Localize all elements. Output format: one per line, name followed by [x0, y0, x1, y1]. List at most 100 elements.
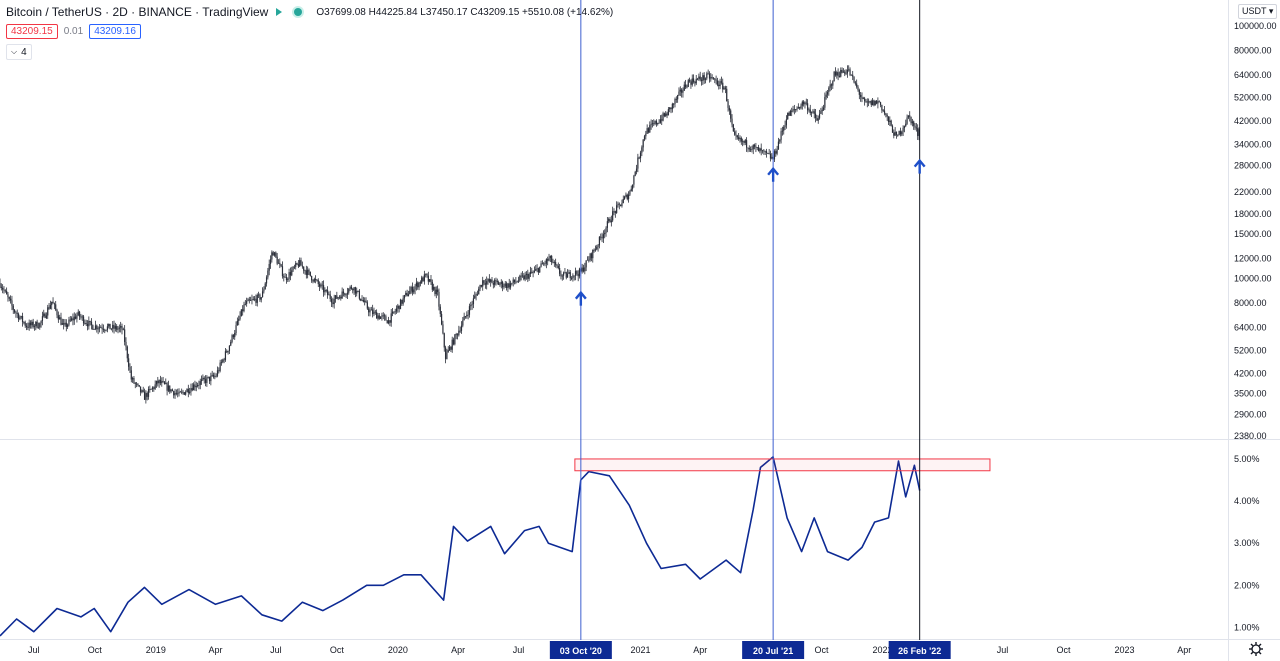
- candle-body: [179, 391, 181, 393]
- buy-price-button[interactable]: 43209.16: [89, 24, 141, 39]
- time-tick-label: Oct: [815, 645, 830, 655]
- candle-body: [702, 75, 704, 81]
- candle-body: [227, 350, 229, 353]
- candle-body: [608, 218, 610, 222]
- candle-body: [118, 327, 120, 329]
- symbol-title[interactable]: Bitcoin / TetherUS · 2D · BINANCE · Trad…: [6, 5, 269, 19]
- candle-body: [614, 211, 616, 213]
- candle-body: [458, 330, 460, 336]
- candle-body: [287, 278, 289, 281]
- candle-body: [45, 315, 48, 318]
- candle-body: [638, 157, 640, 159]
- candle-body: [189, 391, 191, 393]
- candle-body: [252, 299, 254, 300]
- candle-body: [853, 76, 855, 83]
- indicators-toggle[interactable]: ⌵ 4: [6, 44, 32, 60]
- candle-body: [601, 237, 603, 239]
- candle-body: [74, 316, 77, 319]
- candle-body: [446, 352, 448, 359]
- candle-body: [308, 269, 310, 272]
- candle-body: [10, 298, 12, 301]
- candle-body: [893, 132, 895, 136]
- candle-body: [381, 315, 383, 317]
- candle-body: [495, 280, 497, 281]
- candle-body: [317, 280, 319, 285]
- candle-body: [834, 71, 837, 76]
- candle-body: [228, 345, 231, 351]
- candle-body: [769, 153, 772, 159]
- candle-body: [398, 305, 400, 310]
- price-tick-label: 34000.00: [1234, 139, 1272, 149]
- currency-button[interactable]: USDT ▾: [1238, 4, 1278, 19]
- candle-body: [255, 298, 257, 303]
- candle-body: [901, 131, 903, 135]
- candle-body: [685, 84, 687, 88]
- candle-body: [883, 110, 886, 114]
- candle-body: [667, 109, 669, 116]
- candle-body: [809, 109, 811, 114]
- candle-body: [101, 327, 103, 330]
- candle-body: [578, 268, 581, 277]
- price-tick-label: 28000.00: [1234, 161, 1272, 171]
- date-label: 03 Oct '20: [560, 646, 602, 656]
- candle-body: [212, 374, 215, 377]
- candle-body: [429, 279, 431, 282]
- candle-body: [17, 313, 20, 320]
- candle-body: [260, 297, 262, 300]
- candle-body: [163, 381, 166, 385]
- candle-body: [125, 341, 127, 347]
- candle-body: [894, 131, 896, 136]
- candle-body: [77, 311, 79, 316]
- candle-body: [166, 383, 168, 391]
- candle-body: [627, 194, 630, 200]
- candle-body: [545, 259, 547, 264]
- candle-body: [37, 327, 40, 329]
- candle-body: [100, 327, 102, 329]
- candle-body: [354, 287, 357, 294]
- candle-body: [293, 266, 296, 268]
- up-arrow-icon: [913, 158, 926, 174]
- candle-body: [303, 266, 305, 271]
- candle-body: [397, 305, 399, 309]
- candle-body: [284, 276, 286, 278]
- candle-body: [21, 316, 24, 323]
- candle-body: [89, 320, 91, 322]
- chevron-down-icon: ⌵: [11, 47, 18, 56]
- candle-body: [651, 123, 654, 125]
- indicator-line: [0, 456, 921, 637]
- candle-body: [897, 134, 899, 136]
- candle-body: [338, 296, 341, 298]
- date-label: 20 Jul '21: [753, 646, 793, 656]
- candle-body: [602, 234, 604, 239]
- candle-body: [318, 284, 321, 287]
- candle-body: [688, 80, 691, 82]
- candle-body: [86, 323, 89, 327]
- candle-body: [203, 377, 205, 380]
- candle-body: [585, 260, 587, 268]
- candle-body: [411, 286, 414, 293]
- candle-body: [671, 103, 673, 110]
- candle-body: [755, 146, 757, 148]
- candle-body: [723, 87, 725, 90]
- candle-body: [779, 139, 781, 142]
- candle-body: [366, 302, 368, 309]
- candle-body: [785, 119, 787, 126]
- sell-price-button[interactable]: 43209.15: [6, 24, 58, 39]
- candle-body: [821, 109, 823, 112]
- candle-body: [836, 72, 838, 76]
- candle-body: [106, 326, 109, 330]
- candle-body: [773, 151, 776, 160]
- candle-body: [539, 266, 541, 273]
- candle-body: [157, 380, 159, 384]
- candle-body: [678, 91, 680, 96]
- time-tick-label: Jul: [997, 645, 1009, 655]
- gear-icon[interactable]: [1248, 641, 1264, 657]
- candle-body: [577, 273, 579, 277]
- flag-icon[interactable]: [276, 8, 283, 16]
- candle-body: [555, 262, 557, 265]
- candle-body: [584, 267, 586, 272]
- candle-body: [56, 309, 58, 316]
- candle-body: [350, 286, 353, 289]
- candle-body: [734, 131, 736, 135]
